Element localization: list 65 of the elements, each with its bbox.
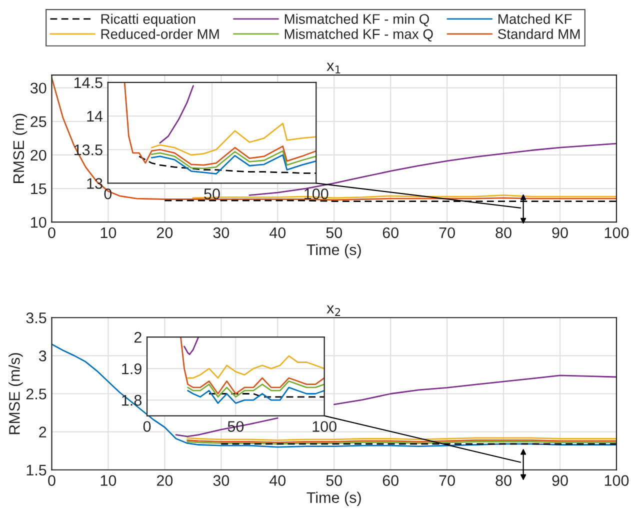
x-tick-label: 10 xyxy=(100,475,116,486)
line-series xyxy=(150,122,316,156)
x-tick-label: 0 xyxy=(143,421,151,432)
chart-title: x$_{2}$ xyxy=(326,305,340,316)
y-axis-title: RMSE (m/s) xyxy=(8,353,23,434)
x-tick-label: 50 xyxy=(326,227,342,238)
x-axis-title: Time (s) xyxy=(306,492,361,506)
y-tick-label: 14.5 xyxy=(74,77,102,88)
x-tick-label: 20 xyxy=(156,227,173,238)
y-tick-label: 2.5 xyxy=(26,388,46,400)
legend-label: Standard MM xyxy=(498,28,580,39)
y-tick-label: 1.5 xyxy=(26,464,46,476)
line-series xyxy=(150,150,316,170)
x-axis-title: Time (s) xyxy=(306,244,361,258)
x-tick-label: 40 xyxy=(269,475,286,486)
legend-label: Reduced-order MM xyxy=(101,28,219,39)
line-series xyxy=(187,355,324,379)
y-tick-label: 20 xyxy=(30,150,46,161)
y-tick-label: 30 xyxy=(30,82,46,94)
x-tick-label: 50 xyxy=(326,475,342,486)
line-series xyxy=(52,77,616,201)
y-tick-label: 14 xyxy=(87,111,103,122)
x-tick-label: 80 xyxy=(496,475,512,486)
x-tick-label: 90 xyxy=(552,227,568,238)
x-tick-label: 50 xyxy=(204,188,220,200)
x-tick-label: 30 xyxy=(213,475,230,486)
x-tick-label: 100 xyxy=(604,475,629,486)
y-tick-label: 2 xyxy=(39,426,46,438)
y-tick-label: 3 xyxy=(38,350,46,362)
x-tick-label: 80 xyxy=(496,227,512,238)
x-tick-label: 100 xyxy=(604,227,629,238)
y-tick-label: 3.5 xyxy=(26,312,46,324)
x-tick-label: 100 xyxy=(312,421,336,432)
x-tick-label: 60 xyxy=(382,227,398,238)
chart-title: x$_{1}$ xyxy=(326,62,340,74)
line-series xyxy=(180,337,324,394)
x-tick-label: 30 xyxy=(213,227,230,238)
line-series xyxy=(52,344,616,448)
y-tick-label: 1.9 xyxy=(122,363,142,374)
y-axis-title: RMSE (m) xyxy=(12,114,28,183)
legend-label: Mismatched KF - min Q xyxy=(284,14,429,26)
line-series xyxy=(150,154,316,175)
y-tick-label: 2 xyxy=(134,332,142,343)
line-series xyxy=(184,337,200,356)
line-series xyxy=(124,82,316,166)
y-tick-label: 15 xyxy=(31,184,46,194)
line-series xyxy=(187,386,324,404)
y-tick-label: 25 xyxy=(30,116,46,128)
x-tick-label: 0 xyxy=(48,475,56,486)
line-series xyxy=(138,156,316,174)
x-tick-label: 10 xyxy=(100,227,116,238)
legend-label: Matched KF xyxy=(498,14,572,24)
x-tick-label: 90 xyxy=(552,475,568,486)
x-tick-label: 20 xyxy=(156,475,173,486)
line-series xyxy=(159,85,194,144)
line-series xyxy=(187,380,324,398)
y-tick-label: 10 xyxy=(31,216,46,228)
x-tick-label: 70 xyxy=(439,227,455,238)
x-tick-label: 0 xyxy=(104,188,112,200)
x-tick-label: 0 xyxy=(48,227,56,238)
x-tick-label: 70 xyxy=(439,475,455,486)
x-tick-label: 60 xyxy=(382,475,398,486)
x-tick-label: 40 xyxy=(269,227,286,238)
legend-label: Ricatti equation xyxy=(101,14,196,27)
legend-label: Mismatched KF - max Q xyxy=(284,28,433,42)
